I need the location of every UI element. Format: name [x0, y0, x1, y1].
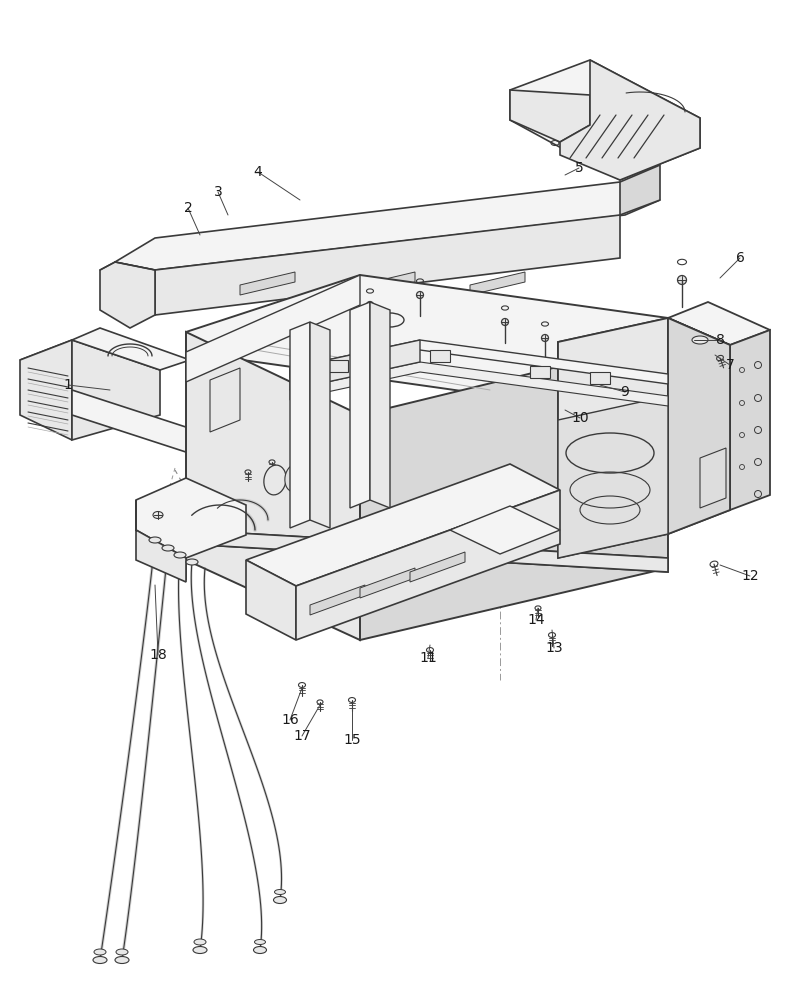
Ellipse shape [193, 946, 207, 953]
Ellipse shape [676, 275, 685, 284]
Polygon shape [359, 272, 414, 295]
Text: 1: 1 [63, 378, 72, 392]
Polygon shape [328, 360, 348, 372]
Polygon shape [246, 560, 296, 640]
Polygon shape [290, 340, 667, 384]
Polygon shape [115, 262, 155, 315]
Polygon shape [20, 340, 160, 390]
Polygon shape [155, 215, 620, 315]
Ellipse shape [162, 545, 174, 551]
Polygon shape [186, 530, 667, 572]
Text: 3: 3 [213, 185, 222, 199]
Polygon shape [667, 302, 769, 345]
Polygon shape [350, 302, 370, 508]
Polygon shape [359, 340, 667, 640]
Polygon shape [186, 275, 667, 395]
Text: 11: 11 [418, 651, 436, 665]
Ellipse shape [366, 302, 373, 308]
Polygon shape [115, 182, 659, 295]
Polygon shape [290, 322, 310, 528]
Polygon shape [310, 585, 365, 615]
Text: 16: 16 [281, 713, 298, 727]
Ellipse shape [274, 889, 285, 894]
Polygon shape [667, 318, 729, 534]
Polygon shape [410, 552, 465, 582]
Polygon shape [240, 272, 294, 295]
Polygon shape [370, 302, 389, 508]
Ellipse shape [273, 896, 286, 903]
Polygon shape [449, 506, 560, 554]
Polygon shape [186, 332, 359, 640]
Polygon shape [135, 500, 186, 582]
Polygon shape [470, 272, 525, 295]
Polygon shape [509, 90, 590, 142]
Ellipse shape [194, 939, 206, 945]
Polygon shape [430, 350, 449, 362]
Ellipse shape [174, 552, 186, 558]
Polygon shape [557, 318, 667, 558]
Ellipse shape [93, 956, 107, 963]
Text: 9: 9 [620, 385, 629, 399]
Polygon shape [729, 330, 769, 510]
Ellipse shape [116, 949, 128, 955]
Polygon shape [20, 340, 72, 440]
Polygon shape [359, 568, 414, 598]
Polygon shape [72, 390, 234, 468]
Polygon shape [557, 396, 667, 558]
Ellipse shape [254, 939, 265, 944]
Ellipse shape [285, 464, 305, 492]
Ellipse shape [115, 956, 129, 963]
Polygon shape [186, 275, 359, 382]
Text: 18: 18 [149, 648, 167, 662]
Polygon shape [246, 464, 560, 586]
Polygon shape [72, 340, 160, 440]
Ellipse shape [148, 537, 161, 543]
Text: 2: 2 [183, 201, 192, 215]
Polygon shape [296, 490, 560, 640]
Text: 12: 12 [740, 569, 757, 583]
Polygon shape [210, 368, 240, 432]
Polygon shape [590, 372, 609, 384]
Ellipse shape [94, 949, 106, 955]
Text: 17: 17 [293, 729, 311, 743]
Text: 7: 7 [725, 358, 733, 372]
Ellipse shape [416, 292, 423, 298]
Polygon shape [620, 165, 659, 215]
Text: 15: 15 [343, 733, 360, 747]
Polygon shape [557, 318, 729, 418]
Text: 10: 10 [570, 411, 588, 425]
Text: 4: 4 [253, 165, 262, 179]
Polygon shape [310, 322, 329, 528]
Polygon shape [290, 340, 419, 390]
Polygon shape [100, 262, 155, 328]
Text: 6: 6 [735, 251, 744, 265]
Ellipse shape [253, 946, 266, 953]
Polygon shape [160, 540, 186, 580]
Text: 13: 13 [544, 641, 562, 655]
Polygon shape [699, 448, 725, 508]
Polygon shape [135, 478, 246, 558]
Text: 8: 8 [714, 333, 723, 347]
Polygon shape [530, 366, 549, 378]
Polygon shape [290, 362, 667, 406]
Polygon shape [160, 530, 667, 572]
Ellipse shape [186, 559, 198, 565]
Polygon shape [560, 60, 699, 180]
Polygon shape [509, 60, 699, 180]
Ellipse shape [691, 336, 707, 344]
Ellipse shape [541, 334, 547, 342]
Ellipse shape [501, 318, 508, 326]
Text: 14: 14 [526, 613, 544, 627]
Polygon shape [667, 318, 729, 534]
Polygon shape [72, 328, 190, 370]
Ellipse shape [264, 465, 285, 495]
Text: 5: 5 [574, 161, 582, 175]
